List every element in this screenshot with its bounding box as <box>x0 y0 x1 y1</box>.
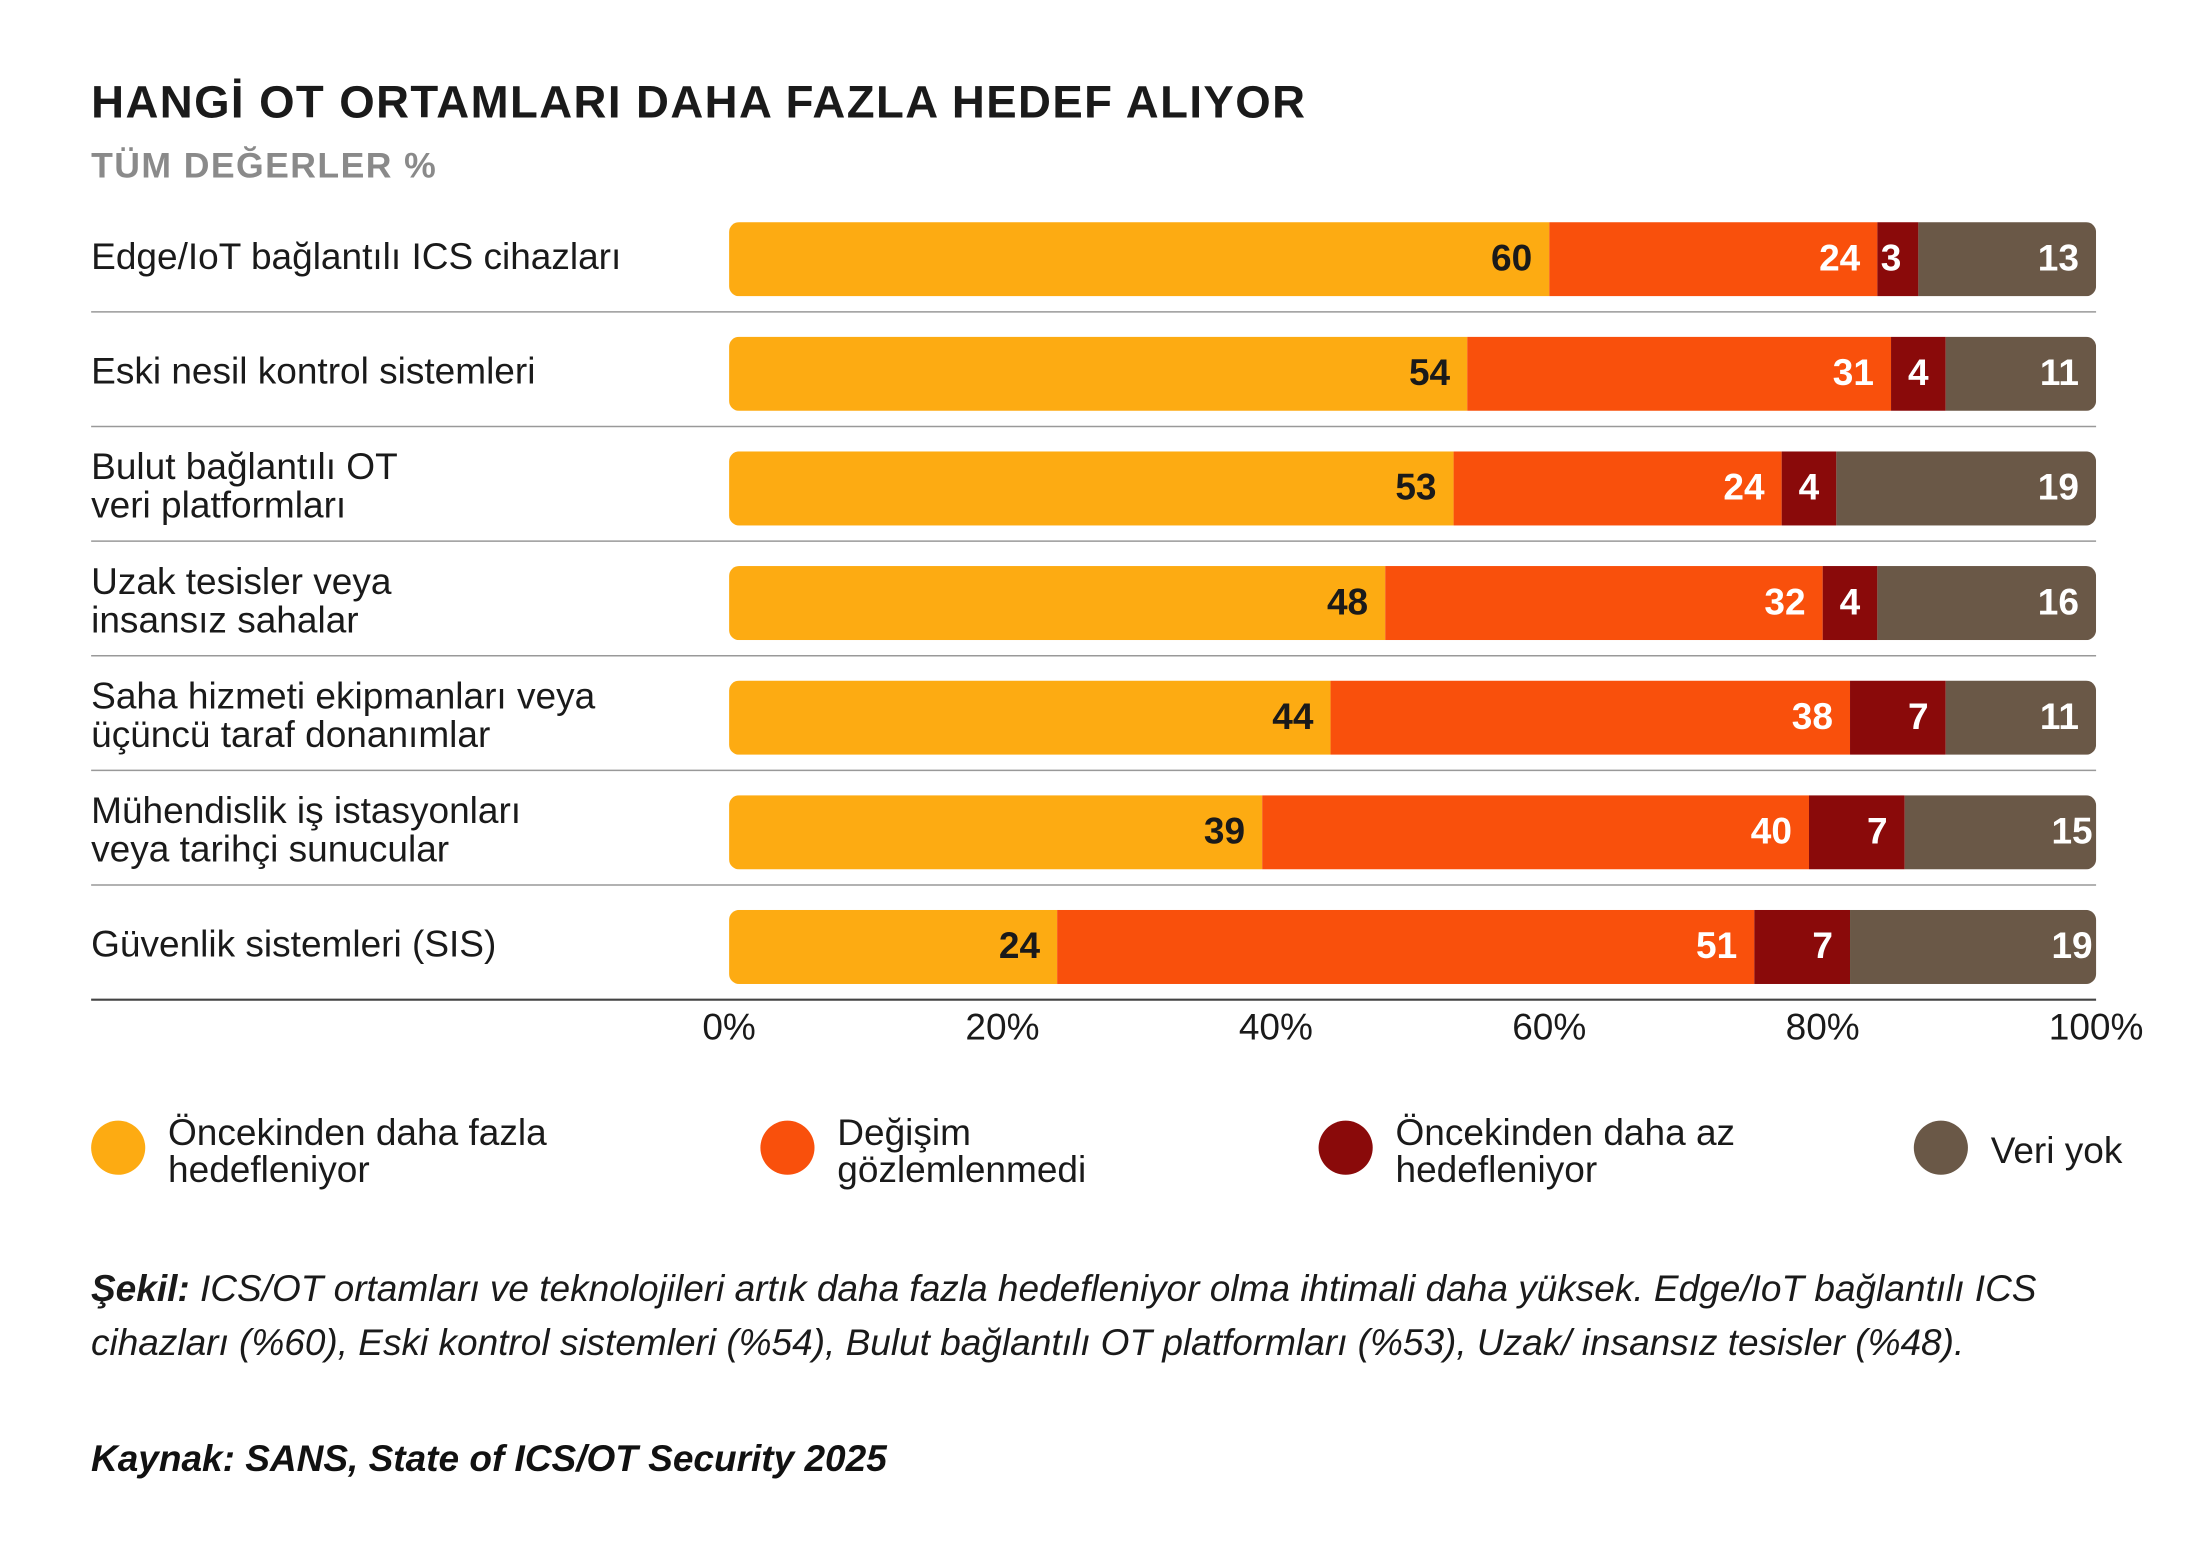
value-label: 4 <box>1840 580 1861 622</box>
bar-row <box>729 795 2097 870</box>
bar-segment <box>729 795 1263 870</box>
bar-segment <box>1549 222 1878 297</box>
bar-segment <box>729 909 1058 984</box>
legend-swatch <box>1318 1120 1373 1175</box>
bar-segment <box>1467 336 1892 411</box>
value-label: 15 <box>2051 810 2092 852</box>
x-tick-label: 40% <box>1239 1005 1313 1047</box>
x-tick-label: 60% <box>1512 1005 1586 1047</box>
value-label: 38 <box>1792 695 1833 737</box>
caption-label: Şekil: <box>91 1268 190 1309</box>
legend-swatch <box>91 1120 146 1175</box>
bar-segment <box>1781 451 1837 526</box>
bar-segment <box>1754 909 1851 984</box>
bar-row <box>729 222 2097 297</box>
bar-row <box>729 909 2097 984</box>
category-label: Bulut bağlantılı OT veri platformları <box>91 445 398 525</box>
bar-segment <box>1836 451 2097 526</box>
bar-segment <box>1330 680 1851 755</box>
value-label: 4 <box>1908 351 1929 393</box>
bar-segment <box>1904 795 2097 870</box>
bar-segment <box>1262 795 1810 870</box>
legend-label: Öncekinden daha fazla hedefleniyor <box>168 1111 547 1190</box>
bar-segment <box>1877 222 1919 297</box>
legend-label: Öncekinden daha az hedefleniyor <box>1395 1111 1735 1190</box>
value-label: 7 <box>1812 924 1833 966</box>
bar-segment <box>1850 680 1946 755</box>
bar-row <box>729 336 2097 411</box>
bar-segment <box>1057 909 1755 984</box>
x-tick-label: 100% <box>2049 1005 2144 1047</box>
value-label: 19 <box>2038 466 2079 508</box>
value-label: 3 <box>1881 236 1902 278</box>
bar-row <box>729 451 2097 526</box>
value-label: 7 <box>1867 810 1888 852</box>
bar-segment <box>1891 336 1946 411</box>
value-label: 11 <box>2040 695 2079 737</box>
value-label: 39 <box>1204 810 1245 852</box>
bar-segment <box>1945 680 2097 755</box>
value-label: 54 <box>1409 351 1451 393</box>
value-label: 24 <box>1819 236 1861 278</box>
bar-segment <box>729 680 1331 755</box>
value-label: 48 <box>1327 580 1368 622</box>
bar-segment <box>729 451 1454 526</box>
category-label: Güvenlik sistemleri (SIS) <box>91 923 496 965</box>
source: Kaynak: SANS, State of ICS/OT Security 2… <box>91 1438 887 1479</box>
value-label: 24 <box>1723 466 1765 508</box>
value-label: 32 <box>1764 580 1805 622</box>
bar-segment <box>1822 566 1878 641</box>
legend-swatch <box>1913 1120 1968 1175</box>
bar-segment <box>1945 336 2097 411</box>
category-label: Eski nesil kontrol sistemleri <box>91 350 535 392</box>
bar-segment <box>1850 909 2097 984</box>
value-label: 19 <box>2051 924 2092 966</box>
bar-segment <box>1877 566 2097 641</box>
caption: Şekil: ICS/OT ortamları ve teknolojileri… <box>91 1262 2101 1370</box>
chart-title: HANGİ OT ORTAMLARI DAHA FAZLA HEDEF ALIY… <box>91 76 1306 127</box>
value-label: 40 <box>1751 810 1792 852</box>
value-label: 4 <box>1799 466 1820 508</box>
bar-row <box>729 680 2097 755</box>
value-label: 13 <box>2038 236 2079 278</box>
bar-segment <box>1385 566 1823 641</box>
category-label: Mühendislik iş istasyonları veya tarihçi … <box>91 789 521 869</box>
x-tick-label: 80% <box>1786 1005 1860 1047</box>
caption-text: ICS/OT ortamları ve teknolojileri artık … <box>91 1268 2037 1363</box>
bar-segment <box>729 336 1468 411</box>
value-label: 31 <box>1833 351 1874 393</box>
value-label: 16 <box>2038 580 2079 622</box>
value-label: 7 <box>1908 695 1929 737</box>
x-tick-label: 20% <box>965 1005 1039 1047</box>
value-label: 60 <box>1491 236 1532 278</box>
legend-label: Veri yok <box>1991 1129 2123 1171</box>
bar-row <box>729 566 2097 641</box>
bar-segment <box>729 222 1550 297</box>
legend-label: Değişim gözlemlenmedi <box>837 1111 1086 1190</box>
x-tick-label: 0% <box>702 1005 756 1047</box>
category-label: Saha hizmeti ekipmanları veya üçüncü tara… <box>91 674 595 754</box>
category-label: Uzak tesisler veya insansız sahalar <box>91 560 392 640</box>
category-label: Edge/IoT bağlantılı ICS cihazları <box>91 235 621 277</box>
value-label: 44 <box>1272 695 1314 737</box>
value-label: 51 <box>1696 924 1737 966</box>
bar-segment <box>1809 795 1905 870</box>
chart-subtitle: TÜM DEĞERLER % <box>91 145 437 185</box>
bar-segment <box>1918 222 2097 297</box>
value-label: 24 <box>999 924 1041 966</box>
legend-swatch <box>760 1120 815 1175</box>
value-label: 53 <box>1395 466 1436 508</box>
bar-segment <box>1453 451 1782 526</box>
bar-segment <box>729 566 1386 641</box>
value-label: 11 <box>2040 351 2079 393</box>
